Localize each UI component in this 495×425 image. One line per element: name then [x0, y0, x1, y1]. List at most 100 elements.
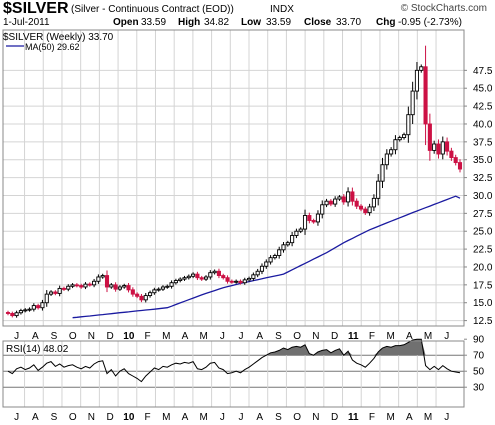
instrument-description: (Silver - Continuous Contract (EOD)): [71, 4, 234, 15]
rsi-x-tick-label: D: [331, 412, 338, 423]
candle: [234, 279, 239, 284]
candle: [268, 255, 273, 265]
candle-body: [66, 285, 71, 290]
candle-body: [384, 153, 389, 166]
candle-body: [419, 66, 424, 71]
candle-body: [83, 283, 88, 288]
candle-body: [449, 150, 454, 159]
candle-body: [104, 275, 110, 288]
candle: [5, 310, 11, 316]
candle-body: [208, 272, 213, 278]
price-x-tick-label: J: [14, 331, 19, 342]
candle-body: [195, 273, 200, 279]
candle-body: [410, 90, 415, 116]
candle: [36, 303, 41, 310]
candle: [148, 290, 153, 298]
candle: [320, 200, 325, 219]
candle-body: [328, 200, 333, 205]
candle-body: [10, 313, 15, 317]
candles-layer: [5, 45, 463, 318]
candle-body: [389, 149, 394, 155]
rsi-x-tick-label: F: [144, 412, 150, 423]
candle: [432, 140, 437, 154]
candle: [27, 307, 32, 312]
candle: [152, 287, 157, 295]
candle: [264, 259, 269, 269]
candle: [419, 64, 424, 73]
candle-body: [333, 198, 338, 205]
candle-body: [74, 284, 79, 287]
candle-body: [148, 292, 153, 297]
rsi-x-tick-label: A: [182, 412, 189, 423]
candle: [96, 274, 101, 284]
copyright-link[interactable]: © StockCharts.com: [400, 3, 487, 14]
candle: [143, 293, 148, 303]
candle-body: [432, 143, 437, 151]
candle: [406, 106, 411, 143]
candle: [70, 283, 75, 289]
candle-body: [23, 309, 28, 312]
price-y-tick-label: 17.5: [473, 280, 493, 291]
rsi-x-tick-label: S: [51, 412, 58, 423]
candle: [83, 282, 88, 290]
candle-body: [87, 283, 92, 286]
price-y-tick-label: 30.0: [473, 191, 493, 202]
candle-body: [337, 196, 342, 200]
price-x-tick-label: J: [444, 331, 449, 342]
candle-body: [212, 270, 217, 274]
candle-body: [14, 312, 19, 317]
price-x-tick-label: M: [424, 331, 432, 342]
candle: [259, 263, 265, 275]
price-x-tick-label: A: [256, 331, 263, 342]
price-x-tick-label: S: [51, 331, 58, 342]
candle-body: [229, 280, 234, 283]
candle-body: [79, 285, 84, 288]
candle: [160, 285, 166, 291]
price-x-tick-label: D: [107, 331, 114, 342]
candle: [66, 284, 71, 292]
candle: [358, 204, 364, 212]
candle: [195, 271, 200, 281]
candle: [302, 209, 308, 235]
candle-body: [285, 242, 290, 246]
candle-body: [92, 280, 97, 286]
open-label: Open: [113, 17, 139, 28]
candle: [173, 278, 178, 285]
candle: [414, 62, 420, 100]
candle-body: [186, 275, 191, 279]
rsi-panel-border: [2, 340, 465, 408]
candle: [165, 284, 170, 289]
candle-body: [380, 164, 385, 182]
candle: [453, 154, 458, 166]
price-y-axis: 12.5 15.0 17.5 20.0 22.5 25.0 27.5 30.0 32.5 35.0…: [464, 66, 493, 327]
candle-body: [251, 274, 256, 279]
candle-body: [358, 205, 364, 210]
candle-body: [44, 293, 49, 304]
candle: [427, 113, 432, 161]
rsi-y-axis: 30 50 70 90: [464, 335, 485, 394]
candle: [410, 81, 415, 125]
candle: [225, 275, 230, 284]
candle: [44, 290, 49, 307]
candle: [23, 308, 28, 313]
rsi-y-tick-label: 90: [473, 335, 485, 346]
candle: [376, 174, 381, 206]
candle-body: [160, 286, 166, 290]
candle-body: [126, 285, 131, 291]
rsi-x-tick-label: S: [275, 412, 282, 423]
candle-body: [96, 276, 101, 282]
rsi-x-tick-label: N: [312, 412, 319, 423]
price-x-tick-label: M: [199, 331, 207, 342]
candle-body: [225, 277, 230, 282]
rsi-x-tick-label: A: [256, 412, 263, 423]
candle-body: [354, 200, 359, 207]
candle-body: [427, 123, 432, 151]
rsi-x-tick-label: J: [220, 412, 225, 423]
candle: [79, 283, 84, 289]
candle-body: [315, 213, 320, 223]
price-x-tick-label: J: [239, 331, 244, 342]
candle-body: [298, 228, 303, 232]
rsi-x-tick-label: O: [69, 412, 77, 423]
